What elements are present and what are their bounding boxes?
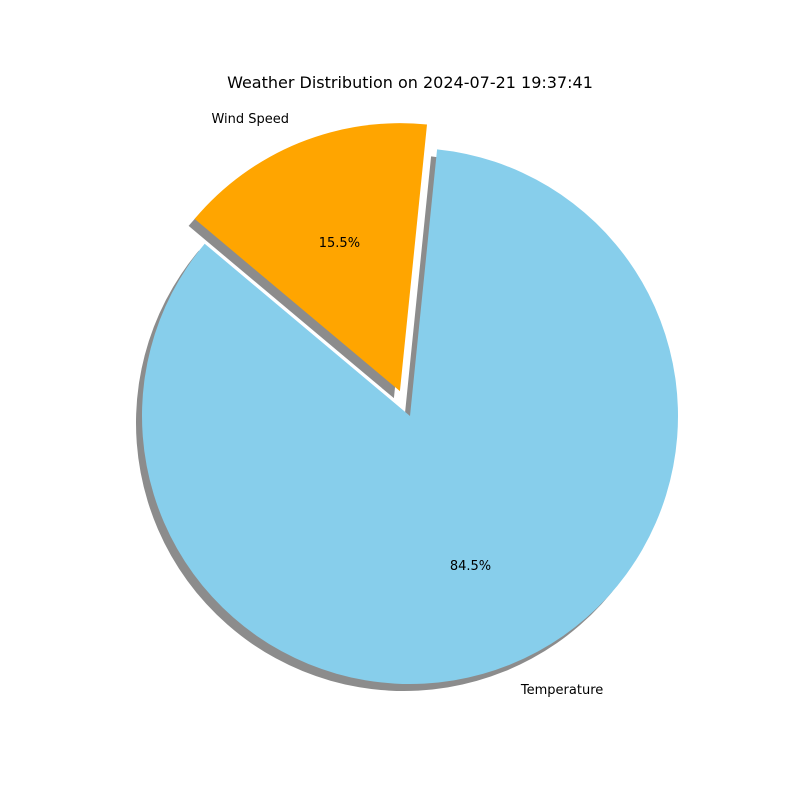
pie-slice-layer — [141, 123, 678, 685]
pie-slice-wind-speed — [194, 123, 428, 392]
percent-label-temperature: 84.5% — [450, 559, 491, 574]
slice-label-temperature: Temperature — [520, 683, 603, 698]
chart-title: Weather Distribution on 2024-07-21 19:37… — [227, 73, 593, 92]
pie-label-layer: Temperature 84.5% Wind Speed 15.5% — [211, 112, 603, 698]
pie-slice-temperature — [141, 149, 678, 685]
slice-label-wind-speed: Wind Speed — [211, 112, 289, 127]
percent-label-wind-speed: 15.5% — [319, 236, 360, 251]
